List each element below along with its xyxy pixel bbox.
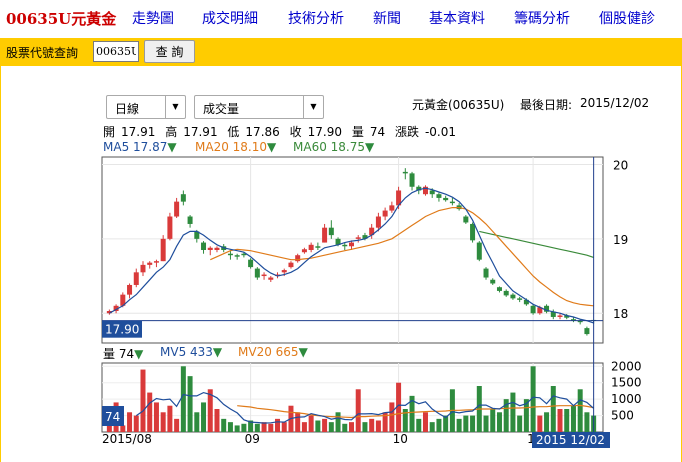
ohlc-row: 開 17.91 高 17.91 低 17.86 收 17.90 量 74 漲跌 -0.01: [103, 123, 462, 140]
page-title[interactable]: 00635U元黃金: [6, 10, 117, 28]
close-value: 17.90: [307, 125, 342, 139]
ma60-legend: MA60 18.75▼: [293, 140, 374, 154]
nav-link-diagnosis[interactable]: 個股健診: [599, 11, 655, 27]
close-label: 收: [289, 125, 302, 139]
down-arrow-icon: ▼: [134, 347, 144, 361]
stock-name: 元黃金(00635U): [412, 98, 505, 112]
ma5-legend-text: MA5 17.87: [103, 140, 168, 154]
ma20-legend: MA20 18.10▼: [195, 140, 276, 154]
mv5-legend-text: MV5 433: [160, 345, 213, 359]
indicator-select-value: 成交量: [203, 102, 240, 116]
low-label: 低: [227, 125, 240, 139]
last-date: 2015/12/02: [580, 96, 650, 110]
query-label: 股票代號查詢: [6, 46, 79, 60]
query-button[interactable]: 查 詢: [144, 40, 195, 63]
mv5-legend: MV5 433▼: [160, 345, 222, 359]
down-arrow-icon: ▼: [267, 140, 277, 154]
last-date-label: 最後日期:: [520, 98, 573, 112]
vol-legend-text: 量 74: [103, 347, 135, 361]
stock-code-input[interactable]: [93, 41, 139, 62]
chevron-down-icon: ▼: [303, 96, 323, 118]
ma20-legend-text: MA20 18.10: [195, 140, 267, 154]
open-label: 開: [103, 125, 116, 139]
volume-label: 量: [351, 125, 364, 139]
ma5-legend: MA5 17.87▼: [103, 140, 177, 154]
nav-link-news[interactable]: 新聞: [373, 11, 401, 27]
down-arrow-icon: ▼: [167, 140, 177, 154]
mv20-legend: MV20 665▼: [238, 345, 308, 359]
high-label: 高: [165, 125, 178, 139]
nav-link-basic-info[interactable]: 基本資料: [429, 11, 485, 27]
change-value: -0.01: [424, 125, 457, 139]
chevron-down-icon: ▼: [165, 96, 185, 118]
open-value: 17.91: [121, 125, 156, 139]
ma60-legend-text: MA60 18.75: [293, 140, 365, 154]
nav-link-trend[interactable]: 走勢圖: [132, 11, 174, 27]
down-arrow-icon: ▼: [298, 345, 308, 359]
volume-value: 74: [369, 125, 386, 139]
mv20-legend-text: MV20 665: [238, 345, 299, 359]
down-arrow-icon: ▼: [212, 345, 223, 359]
high-value: 17.91: [183, 125, 218, 139]
nav-link-trades[interactable]: 成交明細: [202, 11, 258, 27]
change-label: 漲跌: [394, 125, 419, 139]
indicator-select[interactable]: 成交量 ▼: [194, 95, 324, 119]
vol-legend: 量 74▼: [103, 345, 143, 362]
period-select[interactable]: 日線 ▼: [106, 95, 186, 119]
nav-link-technical[interactable]: 技術分析: [288, 11, 344, 27]
low-value: 17.86: [245, 125, 280, 139]
query-bar: 股票代號查詢 查 詢: [0, 38, 682, 66]
top-nav: 00635U元黃金 走勢圖 成交明細 技術分析 新聞 基本資料 籌碼分析 個股健…: [0, 0, 682, 36]
nav-link-chips[interactable]: 籌碼分析: [514, 11, 570, 27]
down-arrow-icon: ▼: [365, 140, 375, 154]
period-select-value: 日線: [115, 102, 140, 116]
